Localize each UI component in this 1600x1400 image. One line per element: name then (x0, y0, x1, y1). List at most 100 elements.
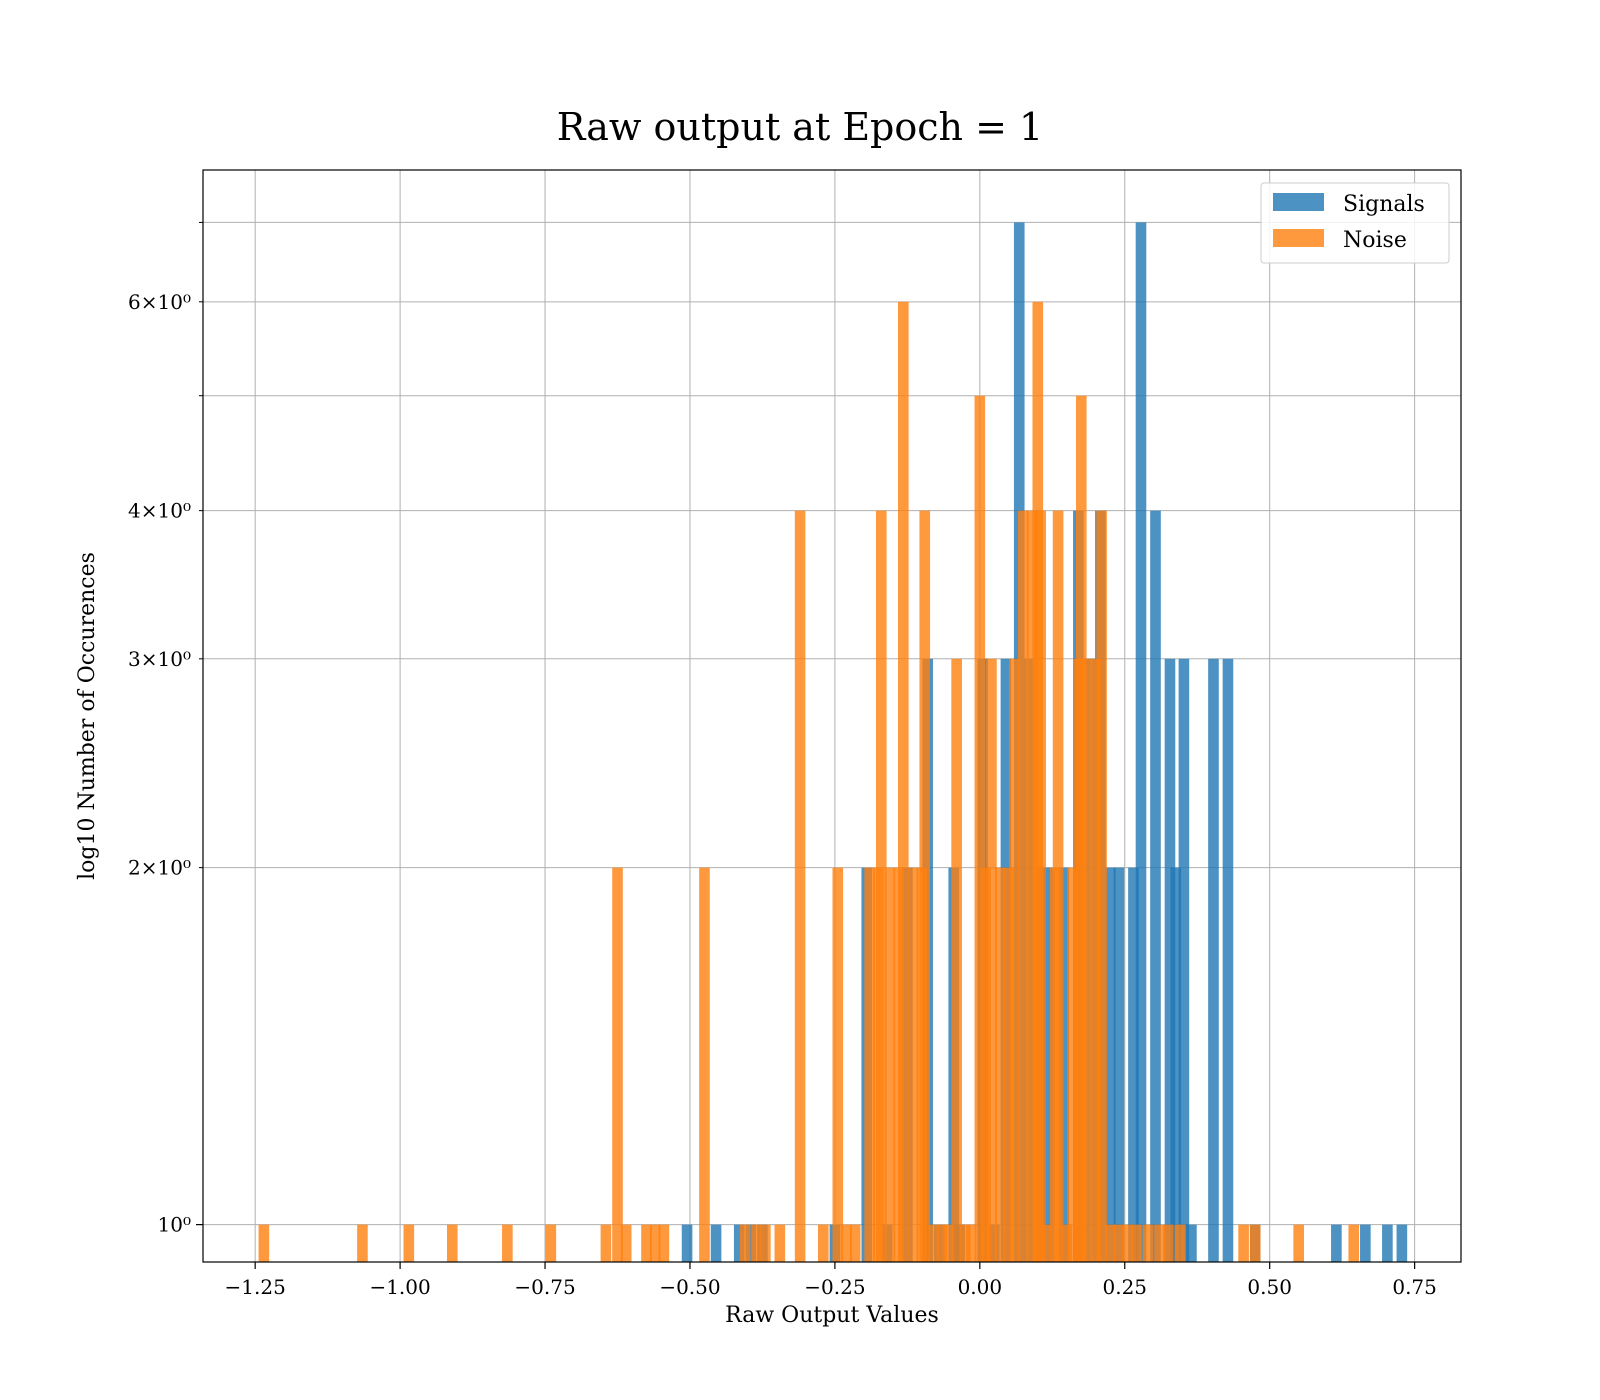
y-axis-ticks: 10⁰ 2×10⁰ 3×10⁰ 4×10⁰ 6×10⁰ (128, 221, 203, 1237)
x-axis-label: Raw Output Values (725, 1303, 939, 1328)
legend-label-noise: Noise (1343, 228, 1407, 253)
noise-bar (1035, 510, 1047, 1262)
x-tick-label: −1.00 (369, 1275, 430, 1299)
noise-bar (942, 1224, 954, 1262)
noise-bar (1131, 1224, 1142, 1262)
noise-bar (658, 1224, 670, 1262)
noise-bar (1061, 1224, 1073, 1262)
noise-bar (545, 1224, 557, 1262)
noise-bar (699, 867, 710, 1262)
noise-bar (1003, 867, 1015, 1262)
signals-bar (1044, 867, 1055, 1262)
noise-bar (960, 1224, 971, 1262)
noise-bar (1067, 867, 1078, 1262)
x-tick-label: −1.25 (225, 1275, 286, 1299)
x-tick-label: −0.25 (804, 1275, 865, 1299)
y-tick-label: 2×10⁰ (128, 856, 191, 880)
signals-bar (1396, 1224, 1408, 1262)
noise-bar (1104, 1224, 1116, 1262)
legend-label-signals: Signals (1343, 192, 1425, 217)
noise-bar (774, 1224, 786, 1262)
noise-bar (1249, 1224, 1261, 1262)
grid-lines (203, 170, 1461, 1262)
signals-bar (1382, 1224, 1393, 1262)
x-tick-label: 0.75 (1392, 1275, 1437, 1299)
y-tick-label: 6×10⁰ (128, 290, 191, 314)
noise-bar (446, 1224, 458, 1262)
legend-swatch-signals (1273, 193, 1324, 211)
signals-bar (745, 1224, 757, 1262)
noise-bar (1026, 510, 1038, 1262)
y-tick-label: 10⁰ (158, 1213, 191, 1237)
noise-bar (1096, 510, 1107, 1262)
noise-bars (258, 301, 1360, 1262)
signals-bar (1222, 658, 1234, 1262)
signals-bar (1113, 867, 1125, 1262)
noise-bar (1238, 1224, 1249, 1262)
chart-title: Raw output at Epoch = 1 (557, 105, 1043, 149)
noise-bar (403, 1224, 415, 1262)
signals-bar (733, 1224, 745, 1262)
noise-bar (919, 510, 931, 1262)
signals-bar (681, 1224, 693, 1262)
x-tick-label: 0.50 (1247, 1275, 1292, 1299)
noise-bar (1174, 1224, 1186, 1262)
noise-bar (832, 867, 844, 1262)
noise-bar (1293, 1224, 1304, 1262)
noise-bar (1018, 510, 1029, 1262)
signals-bar (1208, 658, 1219, 1262)
x-tick-label: −0.75 (514, 1275, 575, 1299)
x-tick-label: 0.00 (958, 1275, 1003, 1299)
noise-bar (1162, 1224, 1174, 1262)
noise-bar (817, 1224, 829, 1262)
signals-bar (710, 1224, 722, 1262)
noise-bar (884, 867, 896, 1262)
noise-bar (1090, 658, 1102, 1262)
noise-bar (974, 395, 986, 1262)
legend: Signals Noise (1260, 182, 1450, 264)
noise-bar (1113, 1224, 1125, 1262)
noise-bar (357, 1224, 368, 1262)
noise-bar (1009, 658, 1020, 1262)
signals-bar (1104, 867, 1116, 1262)
noise-bar (898, 301, 909, 1262)
signals-bar (1331, 1224, 1342, 1262)
signals-bar (1178, 658, 1190, 1262)
noise-bar (1142, 1224, 1154, 1262)
signals-bar (1058, 867, 1070, 1262)
noise-bar (739, 1224, 751, 1262)
signals-bar (1128, 867, 1139, 1262)
signals-bar (1135, 222, 1147, 1263)
noise-bar (1154, 1224, 1165, 1262)
x-axis-ticks: −1.25 −1.00 −0.75 −0.50 −0.25 0.00 0.25 0.50 0.7… (225, 1262, 1437, 1299)
noise-bar (751, 1224, 762, 1262)
y-tick-label: 4×10⁰ (128, 499, 191, 523)
noise-bar (612, 867, 623, 1262)
noise-bar (907, 867, 919, 1262)
y-tick-label: 3×10⁰ (128, 647, 191, 671)
plot-frame (202, 169, 1462, 1263)
signals-bar (1170, 867, 1182, 1262)
noise-bar (928, 1224, 939, 1262)
noise-bar (258, 1224, 270, 1262)
signals-bar (1164, 658, 1176, 1262)
noise-bar (1075, 395, 1087, 1262)
noise-bar (965, 1224, 977, 1262)
noise-bar (620, 1224, 632, 1262)
noise-bar (980, 867, 991, 1262)
noise-bar (986, 658, 997, 1262)
signals-bar (1360, 1224, 1371, 1262)
noise-bar (841, 1224, 852, 1262)
noise-bar (951, 658, 962, 1262)
noise-bar (875, 510, 887, 1262)
noise-bar (849, 1224, 861, 1262)
noise-bar (649, 1224, 661, 1262)
noise-bar (794, 510, 806, 1262)
signals-bar (1150, 510, 1161, 1262)
noise-bar (1052, 510, 1064, 1262)
noise-bar (502, 1224, 513, 1262)
signals-bar (1186, 1224, 1197, 1262)
legend-swatch-noise (1273, 229, 1324, 247)
noise-bar (1041, 1224, 1052, 1262)
